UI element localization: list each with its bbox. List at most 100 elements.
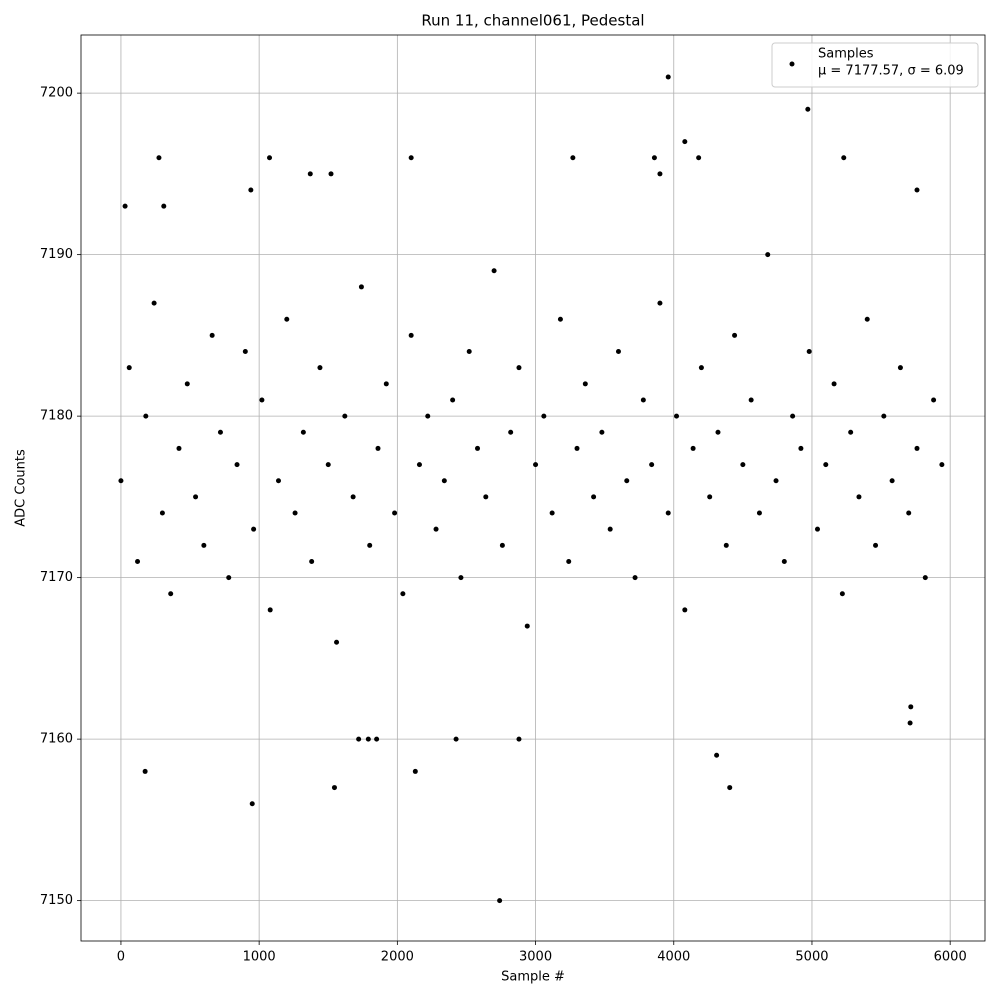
point — [823, 462, 829, 468]
point — [248, 187, 254, 193]
y-axis-label: ADC Counts — [14, 449, 29, 527]
point — [651, 155, 657, 161]
point — [176, 445, 182, 451]
point — [839, 591, 845, 597]
point — [234, 462, 240, 468]
point — [748, 397, 754, 403]
point — [765, 252, 771, 258]
point — [356, 736, 362, 742]
point — [375, 445, 381, 451]
point — [317, 365, 323, 371]
legend-marker — [789, 61, 795, 67]
point — [841, 155, 847, 161]
point — [168, 591, 174, 597]
point — [856, 494, 862, 500]
point — [723, 542, 729, 548]
point — [425, 413, 431, 419]
point — [466, 349, 472, 355]
point — [607, 526, 613, 532]
point — [143, 413, 149, 419]
point — [906, 510, 912, 516]
point — [209, 332, 215, 338]
point — [350, 494, 356, 500]
y-tick-label: 7190 — [40, 247, 73, 262]
point — [566, 558, 572, 564]
point — [267, 607, 273, 613]
point — [805, 106, 811, 112]
point — [682, 607, 688, 613]
x-tick-label: 0 — [117, 950, 125, 965]
point — [331, 785, 337, 791]
point — [756, 510, 762, 516]
point — [707, 494, 713, 500]
point — [118, 478, 124, 484]
point — [251, 526, 257, 532]
point — [328, 171, 334, 177]
point — [217, 429, 223, 435]
point — [557, 316, 563, 322]
y-tick-label: 7160 — [40, 732, 73, 747]
point — [367, 542, 373, 548]
point — [226, 575, 232, 581]
point — [122, 203, 128, 209]
point — [309, 558, 315, 564]
point — [458, 575, 464, 581]
point — [508, 429, 514, 435]
point — [284, 316, 290, 322]
point — [665, 510, 671, 516]
point — [570, 155, 576, 161]
point — [727, 785, 733, 791]
point — [632, 575, 638, 581]
point — [781, 558, 787, 564]
point — [806, 349, 812, 355]
point — [374, 736, 380, 742]
point — [300, 429, 306, 435]
point — [908, 704, 914, 710]
point — [159, 510, 165, 516]
legend-box — [771, 42, 979, 88]
point — [267, 155, 273, 161]
point — [342, 413, 348, 419]
point — [599, 429, 605, 435]
point — [773, 478, 779, 484]
point — [649, 462, 655, 468]
point — [383, 381, 389, 387]
point — [416, 462, 422, 468]
point — [151, 300, 157, 306]
point — [524, 623, 530, 629]
point — [881, 413, 887, 419]
point — [939, 462, 945, 468]
x-tick-label: 5000 — [795, 950, 828, 965]
point — [696, 155, 702, 161]
y-tick-label: 7170 — [40, 570, 73, 585]
point — [715, 429, 721, 435]
point — [814, 526, 820, 532]
point — [516, 365, 522, 371]
point — [591, 494, 597, 500]
point — [582, 381, 588, 387]
point — [325, 462, 331, 468]
point — [907, 720, 913, 726]
point — [922, 575, 928, 581]
point — [475, 445, 481, 451]
point — [516, 736, 522, 742]
point — [714, 752, 720, 758]
x-axis-label: Sample # — [501, 970, 565, 985]
point — [497, 898, 503, 904]
point — [657, 171, 663, 177]
point — [201, 542, 207, 548]
point — [491, 268, 497, 274]
point — [831, 381, 837, 387]
point — [483, 494, 489, 500]
plot-frame — [80, 34, 986, 942]
point — [249, 801, 255, 807]
point — [640, 397, 646, 403]
point — [889, 478, 895, 484]
point — [441, 478, 447, 484]
point — [665, 74, 671, 80]
point — [433, 526, 439, 532]
point — [574, 445, 580, 451]
x-tick-label: 6000 — [934, 950, 967, 965]
point — [848, 429, 854, 435]
